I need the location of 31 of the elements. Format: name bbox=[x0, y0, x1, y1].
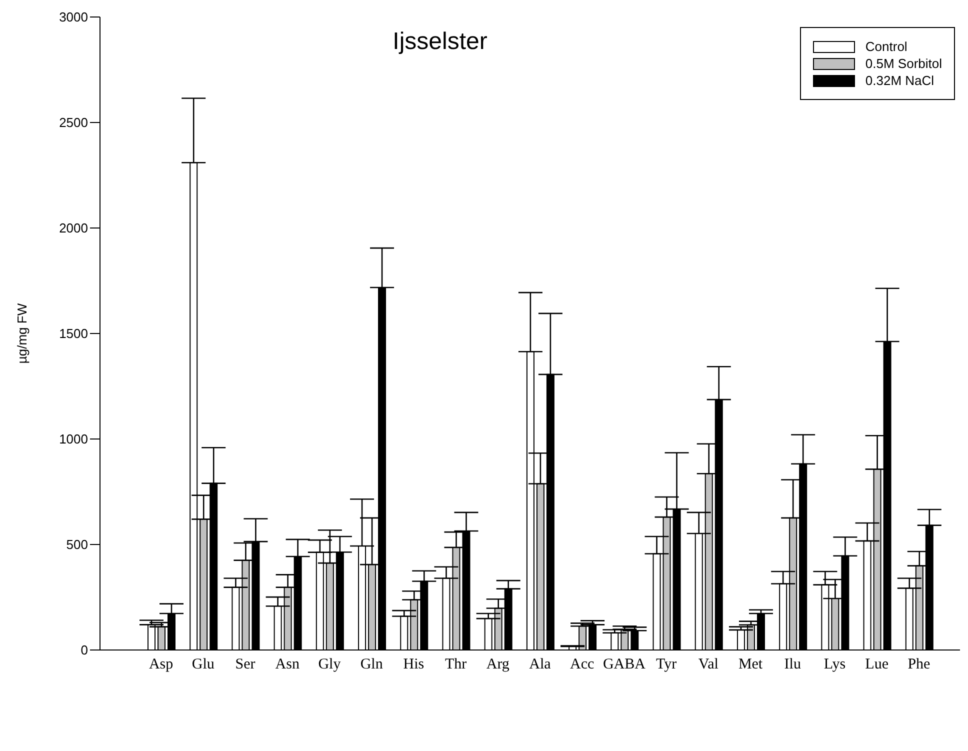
x-tick-label: Arg bbox=[486, 656, 510, 673]
y-tick-label: 1500 bbox=[59, 326, 88, 342]
x-tick-label: Ser bbox=[235, 656, 256, 673]
text: Ijsselster bbox=[392, 28, 488, 55]
y-axis-title: µg/mg FW bbox=[14, 302, 30, 364]
x-tick-label: Met bbox=[738, 656, 764, 673]
x-tick-label: Gly bbox=[318, 656, 342, 673]
y-tick-label: 1000 bbox=[59, 432, 88, 447]
legend-label: 0.32M NaCl bbox=[865, 73, 934, 88]
x-tick-label: Ala bbox=[529, 656, 552, 673]
y-tick-label: 0 bbox=[80, 642, 88, 658]
y-tick-label: 500 bbox=[66, 537, 88, 552]
x-tick-label: Glu bbox=[192, 656, 215, 673]
x-tick-label: GABA bbox=[602, 656, 646, 673]
y-tick-label: 2000 bbox=[59, 220, 88, 236]
x-tick-label: Val bbox=[698, 656, 718, 673]
y-tick-label: 3000 bbox=[59, 10, 88, 25]
legend-label: Control bbox=[865, 39, 908, 54]
x-tick-label: Asp bbox=[148, 656, 174, 673]
x-tick-label: Ilu bbox=[784, 656, 802, 673]
x-tick-label: Phe bbox=[908, 656, 931, 673]
x-tick-label: Lys bbox=[824, 656, 846, 673]
x-tick-label: Asn bbox=[275, 656, 300, 673]
y-tick-label: 2500 bbox=[59, 115, 88, 130]
x-tick-label: Thr bbox=[444, 656, 467, 673]
legend-label: 0.5M Sorbitol bbox=[865, 56, 942, 71]
x-tick-label: His bbox=[403, 656, 424, 673]
x-tick-label: Tyr bbox=[656, 656, 677, 673]
x-tick-label: Gln bbox=[360, 656, 384, 673]
x-tick-label: Lue bbox=[865, 656, 889, 673]
x-tick-label: Acc bbox=[570, 656, 595, 673]
